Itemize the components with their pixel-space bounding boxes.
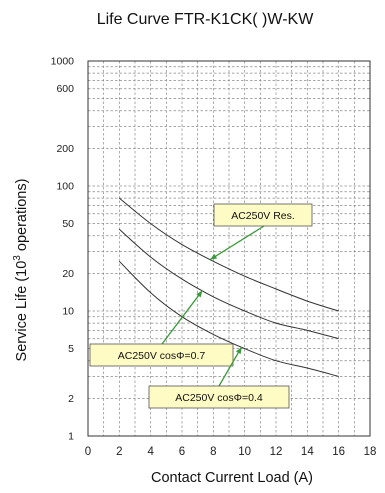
- y-tick-label: 200: [56, 143, 74, 155]
- series-curve-2: [118, 228, 339, 340]
- series-curve-3: [118, 260, 339, 377]
- y-axis-title-main: Service Life (10: [14, 261, 30, 362]
- annotation-box: [213, 203, 313, 227]
- y-tick-labels: 1 2 5 10 20 50 100 200 600 1000: [51, 56, 75, 443]
- x-axis-title: Contact Current Load (A): [151, 470, 313, 486]
- y-axis-title-suffix: operations): [14, 179, 30, 256]
- y-tick-label: 50: [62, 218, 74, 230]
- x-tick-label: 6: [179, 446, 185, 458]
- x-tick-label: 12: [270, 446, 283, 458]
- annotation-box: [148, 385, 290, 409]
- plot-frame: [87, 60, 371, 437]
- x-tick-labels: 0 2 4 6 8 10 12 14 16 18: [85, 446, 377, 458]
- annotation-arrowhead: [196, 290, 203, 298]
- y-tick-label: 1000: [51, 56, 75, 68]
- series-curves: [118, 197, 339, 377]
- x-tick-label: 16: [332, 446, 345, 458]
- y-tick-label: 1: [68, 431, 74, 443]
- y-tick-label: 5: [68, 343, 74, 355]
- y-tick-label: 20: [62, 268, 74, 280]
- x-tick-label: 4: [147, 446, 154, 458]
- x-tick-label: 10: [238, 446, 251, 458]
- y-tick-label: 10: [62, 306, 74, 318]
- x-tick-label: 18: [364, 446, 377, 458]
- annotation-arrow: [161, 290, 203, 345]
- series-curve-1: [118, 197, 339, 312]
- annotation-arrow: [209, 225, 265, 261]
- annotation-label: AC250V Res.: [231, 210, 295, 222]
- annotation-arrowhead: [235, 347, 242, 355]
- chart-title: Life Curve FTR-K1CK( )W-KW: [97, 11, 315, 28]
- y-tick-label: 600: [56, 83, 74, 95]
- y-axis-title-superscript: 3: [12, 255, 23, 261]
- x-tick-label: 2: [116, 446, 122, 458]
- annotation-arrow: [218, 346, 243, 387]
- annotations: AC250V Res. AC250V cosΦ=0.7 AC250V cosΦ=0.…: [89, 203, 313, 409]
- annotation-arrowhead: [210, 253, 218, 260]
- y-axis-title: Service Life (103 operations): [12, 179, 30, 362]
- annotation-box: [89, 343, 234, 367]
- y-tick-label: 100: [56, 181, 74, 193]
- annotation-label: AC250V cosΦ=0.4: [175, 392, 263, 404]
- x-tick-label: 14: [301, 446, 314, 458]
- x-tick-label: 8: [210, 446, 216, 458]
- y-tick-label: 2: [68, 393, 74, 405]
- annotation-label: AC250V cosΦ=0.7: [118, 350, 206, 362]
- grid-lines: [87, 61, 371, 436]
- x-tick-label: 0: [85, 446, 91, 458]
